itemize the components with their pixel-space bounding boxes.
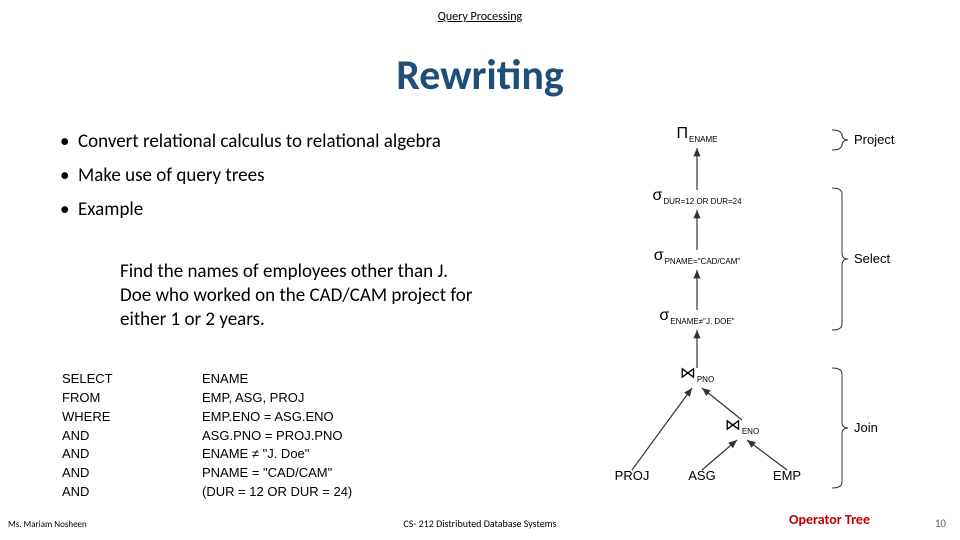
bullet-item: Convert relational calculus to relationa… <box>60 130 500 154</box>
bullet-list: Convert relational calculus to relationa… <box>60 130 500 231</box>
sql-rhs: ENAME <box>202 370 248 389</box>
svg-text:Project: Project <box>854 132 895 147</box>
sql-row: FROMEMP, ASG, PROJ <box>62 389 512 408</box>
sql-keyword: AND <box>62 427 202 446</box>
bullet-item: Make use of query trees <box>60 164 500 188</box>
sql-rhs: (DUR = 12 OR DUR = 24) <box>202 483 352 502</box>
slide: Query Processing Rewriting Convert relat… <box>0 0 960 540</box>
sql-rhs: EMP.ENO = ASG.ENO <box>202 408 334 427</box>
sql-row: ANDASG.PNO = PROJ.PNO <box>62 427 512 446</box>
sql-row: SELECTENAME <box>62 370 512 389</box>
svg-text:ΠENAME: ΠENAME <box>676 125 717 144</box>
operator-tree-diagram: ΠENAMEσDUR=12 OR DUR=24σPNAME="CAD/CAM"σ… <box>582 120 912 505</box>
sql-keyword: SELECT <box>62 370 202 389</box>
sql-keyword: FROM <box>62 389 202 408</box>
sql-rhs: PNAME = "CAD/CAM" <box>202 464 332 483</box>
sql-keyword: AND <box>62 464 202 483</box>
svg-text:Select: Select <box>854 251 891 266</box>
sql-row: WHEREEMP.ENO = ASG.ENO <box>62 408 512 427</box>
footer-page-number: 10 <box>935 517 946 530</box>
sql-row: ANDPNAME = "CAD/CAM" <box>62 464 512 483</box>
sql-row: AND(DUR = 12 OR DUR = 24) <box>62 483 512 502</box>
svg-text:ASG: ASG <box>688 468 715 483</box>
sql-row: ANDENAME ≠ "J. Doe" <box>62 445 512 464</box>
header-link: Query Processing <box>0 10 960 24</box>
sql-keyword: AND <box>62 445 202 464</box>
sql-keyword: WHERE <box>62 408 202 427</box>
svg-text:Join: Join <box>854 420 878 435</box>
sql-keyword: AND <box>62 483 202 502</box>
example-body: Find the names of employees other than J… <box>120 260 480 331</box>
sql-rhs: ENAME ≠ "J. Doe" <box>202 445 309 464</box>
sql-rhs: ASG.PNO = PROJ.PNO <box>202 427 343 446</box>
slide-title: Rewriting <box>0 50 960 101</box>
svg-text:PROJ: PROJ <box>615 468 650 483</box>
svg-text:EMP: EMP <box>773 468 801 483</box>
bullet-item: Example <box>60 198 500 222</box>
footer-course: CS- 212 Distributed Database Systems <box>0 517 960 530</box>
sql-block: SELECTENAME FROMEMP, ASG, PROJ WHEREEMP.… <box>62 370 512 502</box>
sql-rhs: EMP, ASG, PROJ <box>202 389 304 408</box>
